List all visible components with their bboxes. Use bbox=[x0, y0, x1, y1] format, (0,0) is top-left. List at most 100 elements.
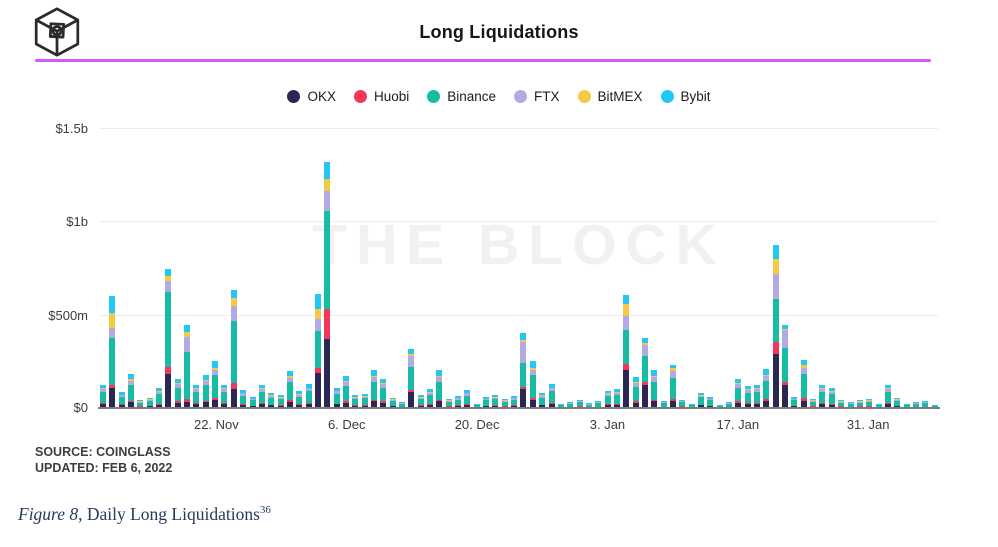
stacked-bar[interactable] bbox=[184, 324, 191, 408]
stacked-bar[interactable] bbox=[174, 378, 181, 408]
x-axis-tick-22nov: 22. Nov bbox=[193, 417, 239, 432]
stacked-bar[interactable] bbox=[296, 391, 303, 408]
stacked-bar[interactable] bbox=[539, 393, 546, 408]
stacked-bar[interactable] bbox=[156, 387, 163, 408]
bar-plot-area[interactable] bbox=[100, 128, 938, 408]
bar-segment-binance bbox=[529, 375, 536, 398]
huobi-color-dot-icon bbox=[353, 90, 367, 103]
bar-segment-huobi bbox=[707, 405, 714, 407]
stacked-bar[interactable] bbox=[884, 384, 891, 408]
bar-segment-huobi bbox=[884, 402, 891, 405]
bar-segment-huobi bbox=[389, 405, 396, 407]
bar-segment-huobi bbox=[277, 405, 284, 406]
stacked-bar[interactable] bbox=[408, 348, 415, 408]
bar-segment-okx bbox=[184, 402, 191, 408]
stacked-bar[interactable] bbox=[277, 394, 284, 408]
stacked-bar[interactable] bbox=[118, 392, 125, 408]
stacked-bar[interactable] bbox=[744, 386, 751, 408]
stacked-bar[interactable] bbox=[128, 374, 135, 408]
bar-segment-bitmex bbox=[380, 383, 387, 385]
stacked-bar[interactable] bbox=[772, 244, 779, 408]
binance-color-dot-icon bbox=[427, 90, 441, 103]
stacked-bar[interactable] bbox=[763, 368, 770, 408]
bar-segment-binance bbox=[707, 400, 714, 406]
stacked-bar[interactable] bbox=[286, 370, 293, 408]
stacked-bar[interactable] bbox=[230, 289, 237, 408]
stacked-bar[interactable] bbox=[212, 360, 219, 408]
stacked-bar[interactable] bbox=[436, 369, 443, 408]
bar-segment-bitmex bbox=[464, 392, 471, 394]
bar-segment-bitmex bbox=[230, 297, 237, 307]
bar-segment-ftx bbox=[128, 380, 135, 385]
bar-segment-ftx bbox=[828, 391, 835, 395]
stacked-bar[interactable] bbox=[698, 392, 704, 408]
stacked-bar[interactable] bbox=[623, 294, 630, 408]
stacked-bar[interactable] bbox=[800, 359, 807, 408]
bar-segment-bybit bbox=[866, 399, 873, 401]
stacked-bar[interactable] bbox=[417, 394, 424, 408]
stacked-bar[interactable] bbox=[305, 383, 312, 408]
bar-segment-huobi bbox=[894, 405, 901, 407]
stacked-bar[interactable] bbox=[529, 360, 536, 408]
stacked-bar[interactable] bbox=[342, 375, 349, 408]
bar-segment-binance bbox=[277, 399, 284, 406]
bar-segment-bitmex bbox=[632, 381, 639, 384]
stacked-bar[interactable] bbox=[258, 384, 265, 408]
figure-number: Figure 8, bbox=[18, 504, 83, 524]
stacked-bar[interactable] bbox=[455, 396, 462, 408]
stacked-bar[interactable] bbox=[828, 387, 835, 408]
stacked-bar[interactable] bbox=[520, 333, 527, 408]
stacked-bar[interactable] bbox=[202, 374, 209, 408]
stacked-bar[interactable] bbox=[669, 364, 676, 408]
stacked-bar[interactable] bbox=[782, 324, 789, 408]
stacked-bar[interactable] bbox=[100, 384, 106, 408]
bar-segment-ftx bbox=[735, 384, 742, 388]
stacked-bar[interactable] bbox=[240, 390, 247, 408]
stacked-bar[interactable] bbox=[352, 394, 359, 408]
bar-segment-ftx bbox=[464, 393, 471, 396]
stacked-bar[interactable] bbox=[109, 296, 116, 408]
bar-segment-okx bbox=[613, 404, 620, 408]
bar-segment-bitmex bbox=[174, 383, 181, 385]
stacked-bar[interactable] bbox=[361, 394, 368, 408]
stacked-bar[interactable] bbox=[193, 384, 200, 408]
stacked-bar[interactable] bbox=[324, 161, 331, 408]
stacked-bar[interactable] bbox=[333, 387, 340, 408]
stacked-bar[interactable] bbox=[754, 384, 761, 408]
stacked-bar[interactable] bbox=[268, 393, 275, 408]
bar-segment-huobi bbox=[464, 404, 471, 406]
stacked-bar[interactable] bbox=[221, 384, 228, 408]
stacked-bar[interactable] bbox=[641, 338, 648, 408]
stacked-bar[interactable] bbox=[548, 383, 555, 408]
bar-segment-bitmex bbox=[258, 388, 265, 390]
stacked-bar[interactable] bbox=[492, 394, 499, 408]
stacked-bar[interactable] bbox=[651, 369, 658, 408]
bar-segment-bybit bbox=[473, 404, 480, 405]
stacked-bar[interactable] bbox=[314, 294, 321, 408]
okx-color-dot-icon bbox=[287, 90, 301, 103]
stacked-bar[interactable] bbox=[464, 389, 471, 408]
stacked-bar[interactable] bbox=[632, 377, 639, 408]
bar-segment-ftx bbox=[314, 319, 321, 331]
bar-segment-bybit bbox=[427, 389, 434, 392]
bar-segment-bitmex bbox=[324, 178, 331, 191]
bar-segment-bybit bbox=[483, 397, 490, 399]
bar-segment-ftx bbox=[427, 392, 434, 395]
bar-segment-bybit bbox=[548, 383, 555, 388]
stacked-bar[interactable] bbox=[370, 369, 377, 408]
stacked-bar[interactable] bbox=[735, 378, 742, 408]
stacked-bar[interactable] bbox=[511, 396, 518, 408]
stacked-bar[interactable] bbox=[427, 389, 434, 408]
bar-segment-huobi bbox=[305, 402, 312, 404]
stacked-bar[interactable] bbox=[165, 269, 172, 408]
stacked-bar[interactable] bbox=[380, 378, 387, 408]
stacked-bar[interactable] bbox=[819, 384, 826, 408]
bar-segment-okx bbox=[819, 404, 826, 408]
stacked-bar[interactable] bbox=[604, 391, 611, 408]
stacked-bar[interactable] bbox=[613, 389, 620, 408]
bar-segment-bybit bbox=[772, 244, 779, 259]
bar-segment-binance bbox=[436, 381, 443, 400]
bar-segment-ftx bbox=[595, 402, 602, 404]
watermark: THE BLOCK bbox=[312, 213, 726, 277]
bar-segment-binance bbox=[137, 402, 144, 407]
